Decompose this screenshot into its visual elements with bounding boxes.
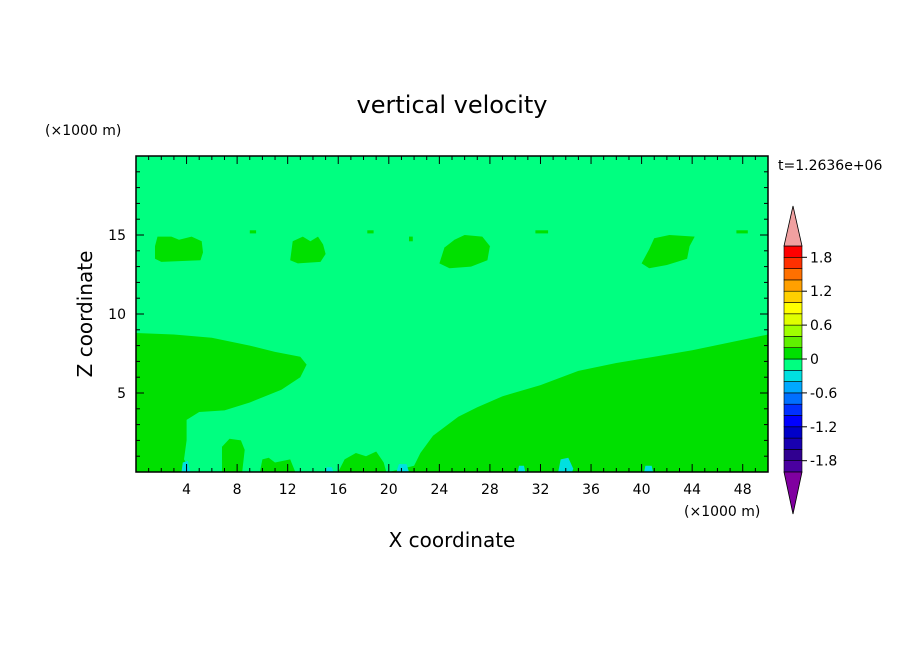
colorbar-bottom-triangle: [783, 471, 803, 515]
updraft-cell-12: [259, 457, 296, 472]
x-tick-label: 48: [734, 482, 752, 498]
downdraft-cell-e: [325, 467, 334, 472]
x-tick-label: 40: [633, 482, 651, 498]
colorbar-swatch: [783, 268, 803, 281]
speck-d: [535, 230, 549, 234]
x-tick-label: 8: [233, 482, 242, 498]
y-tick-label: 5: [117, 386, 126, 402]
downdraft-cell-a: [181, 460, 191, 472]
colorbar-swatch: [783, 449, 803, 461]
colorbar: 1.8 1.2 0.6 0 -0.6 -1.2 -1.8: [783, 205, 837, 515]
colorbar-tick-label: 1.2: [810, 284, 832, 300]
colorbar-swatch: [783, 415, 803, 428]
x-tick-label: 4: [182, 482, 191, 498]
x-tick-label: 12: [279, 482, 297, 498]
x-tick-label: 36: [582, 482, 600, 498]
x-tick-label: 16: [329, 482, 347, 498]
colorbar-swatch: [783, 313, 803, 326]
downdraft-cell-f: [644, 465, 653, 472]
colorbar-swatch: [783, 302, 803, 315]
colorbar-top-triangle: [783, 205, 803, 247]
colorbar-swatch: [783, 290, 803, 303]
y-tick-label: 10: [108, 307, 126, 323]
colorbar-swatch: [783, 336, 803, 348]
colorbar-swatch: [783, 437, 803, 450]
y-axis-label: Z coordinate: [73, 251, 97, 378]
upper-patch-3: [439, 235, 490, 269]
colorbar-swatch: [783, 460, 803, 473]
colorbar-swatch: [783, 369, 803, 382]
downdraft-cell-c: [558, 457, 574, 472]
x-tick-label: 44: [683, 482, 701, 498]
upper-patch-4: [641, 235, 695, 269]
colorbar-swatch: [783, 392, 803, 405]
colorbar-swatch: [783, 426, 803, 439]
colorbar-swatch: [783, 279, 803, 292]
x-tick-label: 24: [430, 482, 448, 498]
x-tick-label: 32: [532, 482, 550, 498]
colorbar-tick-label: -1.2: [810, 420, 837, 436]
colorbar-swatch: [783, 324, 803, 337]
updraft-right-lower: [388, 334, 768, 472]
downdraft-cell-d: [517, 465, 526, 472]
colorbar-tick-label: 1.8: [810, 250, 832, 266]
updraft-cell-15: [338, 451, 387, 472]
colorbar-swatch: [783, 256, 803, 269]
colorbar-tick-label: 0: [810, 352, 819, 368]
x-unit-label: (×1000 m): [684, 504, 760, 520]
chart-title: vertical velocity: [357, 91, 548, 119]
plot-area: [136, 156, 768, 472]
speck-c: [409, 236, 413, 242]
y-tick-label: 15: [108, 228, 126, 244]
colorbar-swatch: [783, 358, 803, 371]
time-label: t=1.2636e+06: [778, 158, 882, 174]
upper-patch-2: [290, 236, 326, 264]
colorbar-swatch: [783, 403, 803, 416]
updraft-cell-8: [222, 438, 245, 472]
x-tick-label: 28: [481, 482, 499, 498]
colorbar-swatch: [783, 381, 803, 394]
downdraft-cell-b: [396, 464, 409, 472]
upper-patch-1: [155, 236, 203, 262]
speck-e: [736, 230, 748, 234]
colorbar-tick-label: -0.6: [810, 386, 837, 402]
colorbar-swatch: [783, 245, 803, 258]
colorbar-tick-label: -1.8: [810, 454, 837, 470]
speck-a: [249, 230, 257, 234]
x-tick-label: 20: [380, 482, 398, 498]
y-unit-label: (×1000 m): [45, 123, 121, 139]
speck-b: [367, 230, 374, 234]
updraft-left-lower: [136, 333, 307, 472]
colorbar-tick-label: 0.6: [810, 318, 832, 334]
colorbar-swatch: [783, 347, 803, 360]
x-axis-label: X coordinate: [389, 528, 516, 552]
